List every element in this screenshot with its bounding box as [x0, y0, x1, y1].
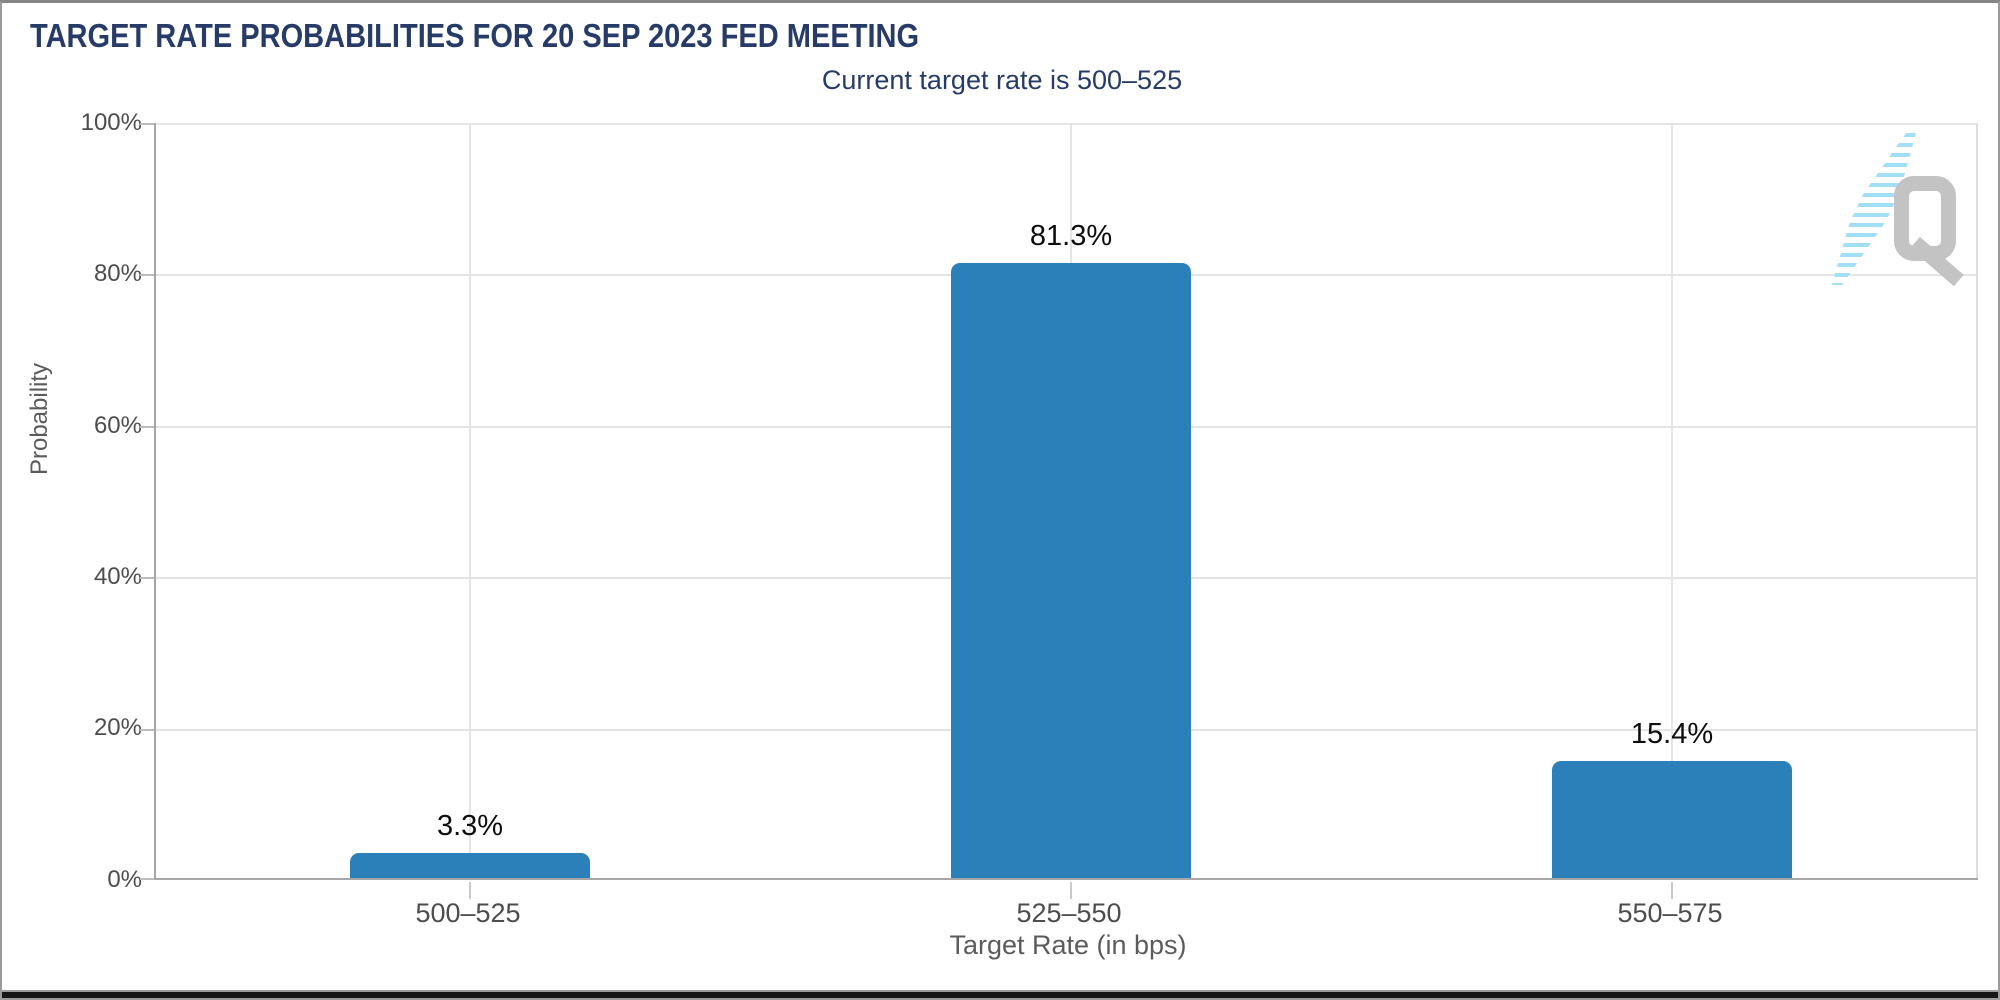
y-tick-label: 100% [80, 109, 142, 136]
x-category-label: 550–575 [1617, 898, 1723, 928]
v-gridline [1671, 123, 1673, 878]
bar-value-label: 81.3% [1029, 219, 1113, 252]
bar-column: 3.3% [350, 123, 590, 878]
logo-q-ring-icon [1894, 176, 1956, 261]
h-gridline [156, 123, 1978, 125]
bar-500-525[interactable] [350, 853, 590, 878]
y-tick-mark [140, 123, 154, 125]
y-tick-mark [140, 729, 154, 731]
y-tick-label: 0% [107, 866, 142, 893]
y-tick-mark [140, 426, 154, 428]
chart-title: TARGET RATE PROBABILITIES FOR 20 SEP 202… [30, 17, 920, 54]
y-tick-mark [140, 878, 154, 880]
v-gridline [469, 123, 471, 878]
plot-area: 3.3% 81.3% 15.4% [140, 123, 1978, 899]
y-tick-mark [140, 577, 154, 579]
x-category-label: 500–525 [415, 898, 521, 928]
bar-value-label: 3.3% [436, 810, 504, 843]
bar-525-550[interactable] [951, 262, 1191, 878]
x-axis-title: Target Rate (in bps) [949, 930, 1187, 960]
y-tick-label: 40% [93, 563, 142, 590]
y-tick-label: 20% [93, 714, 142, 741]
x-tick-mark [1671, 882, 1673, 899]
quikstrike-logo-icon [1842, 125, 1992, 315]
bar-550-575[interactable] [1552, 761, 1792, 878]
y-tick-label: 60% [93, 412, 142, 439]
bar-column: 15.4% [1552, 123, 1792, 878]
y-tick-mark [140, 274, 154, 276]
x-tick-mark [1070, 882, 1072, 899]
bar-column: 81.3% [951, 123, 1191, 878]
y-tick-label: 80% [93, 260, 142, 287]
x-tick-mark [469, 882, 471, 899]
y-axis-title: Probability [26, 362, 53, 476]
bar-value-label: 15.4% [1630, 718, 1714, 751]
bottom-bar [2, 990, 1998, 998]
chart-subtitle: Current target rate is 500–525 [821, 65, 1183, 95]
plot-right-border [1976, 123, 1978, 878]
x-category-label: 525–550 [1016, 898, 1122, 928]
